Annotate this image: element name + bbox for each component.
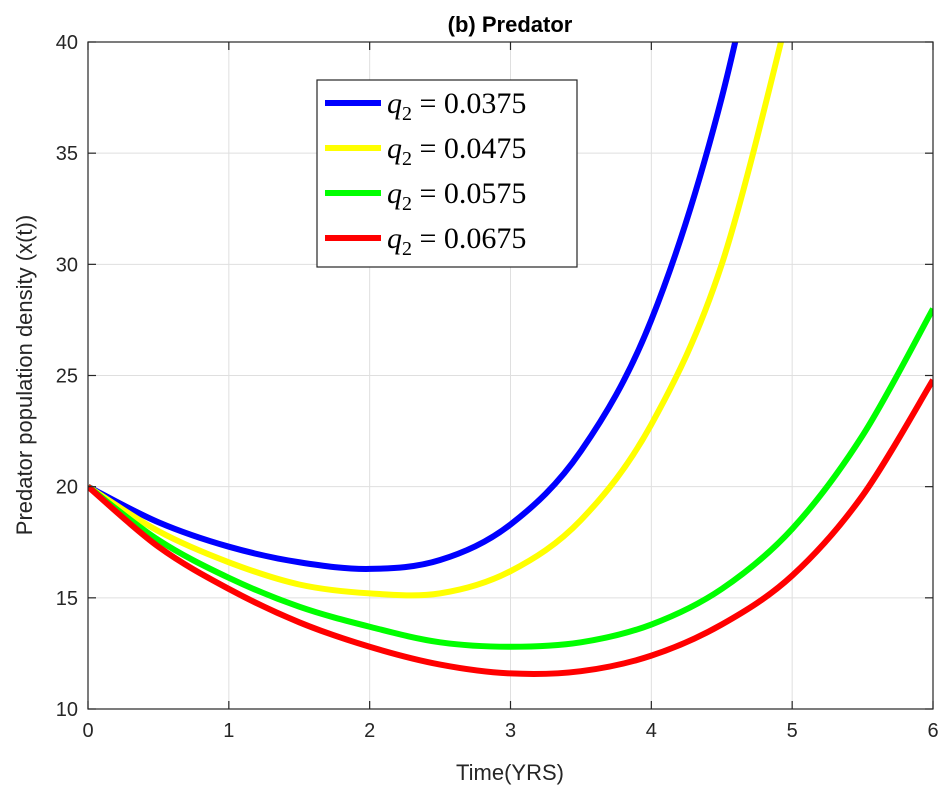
x-axis-label: Time(YRS) — [456, 760, 564, 785]
legend-value: = 0.0575 — [412, 177, 526, 210]
x-tick-label: 4 — [646, 720, 657, 742]
legend-var: q — [387, 177, 402, 210]
series-line-0 — [88, 42, 739, 572]
series-group — [88, 42, 933, 678]
legend-subscript: 2 — [402, 193, 412, 215]
y-tick-label: 10 — [56, 699, 78, 721]
x-tick-label: 0 — [82, 720, 93, 742]
legend-subscript: 2 — [402, 148, 412, 170]
legend-subscript: 2 — [402, 238, 412, 260]
legend-label-2: q2 = 0.0575 — [387, 177, 526, 215]
x-tick-label: 2 — [364, 720, 375, 742]
y-tick-label: 30 — [56, 254, 78, 276]
series-line-3 — [88, 378, 933, 678]
y-tick-label: 35 — [56, 143, 78, 165]
legend-value: = 0.0675 — [412, 222, 526, 255]
legend-var: q — [387, 222, 402, 255]
series-line-1 — [88, 42, 785, 599]
y-tick-label: 25 — [56, 366, 78, 388]
x-tick-label: 5 — [787, 720, 798, 742]
legend-value: = 0.0375 — [412, 87, 526, 120]
ticks — [87, 41, 934, 710]
legend-var: q — [387, 87, 402, 120]
y-tick-label: 20 — [56, 477, 78, 499]
y-axis-label: Predator population density (x(t)) — [12, 215, 37, 535]
tick-labels: 0 1 2 3 4 5 6 10 15 20 25 30 35 40 — [56, 32, 939, 742]
legend-subscript: 2 — [402, 103, 412, 125]
x-tick-label: 3 — [505, 720, 516, 742]
chart-title: (b) Predator — [448, 12, 573, 37]
legend-label-1: q2 = 0.0475 — [387, 132, 526, 170]
series-line-2 — [88, 307, 933, 650]
legend-var: q — [387, 132, 402, 165]
legend-label-3: q2 = 0.0675 — [387, 222, 526, 260]
legend-label-0: q2 = 0.0375 — [387, 87, 526, 125]
legend-value: = 0.0475 — [412, 132, 526, 165]
x-tick-label: 6 — [927, 720, 938, 742]
y-tick-label: 15 — [56, 588, 78, 610]
y-tick-label: 40 — [56, 32, 78, 54]
x-tick-label: 1 — [223, 720, 234, 742]
